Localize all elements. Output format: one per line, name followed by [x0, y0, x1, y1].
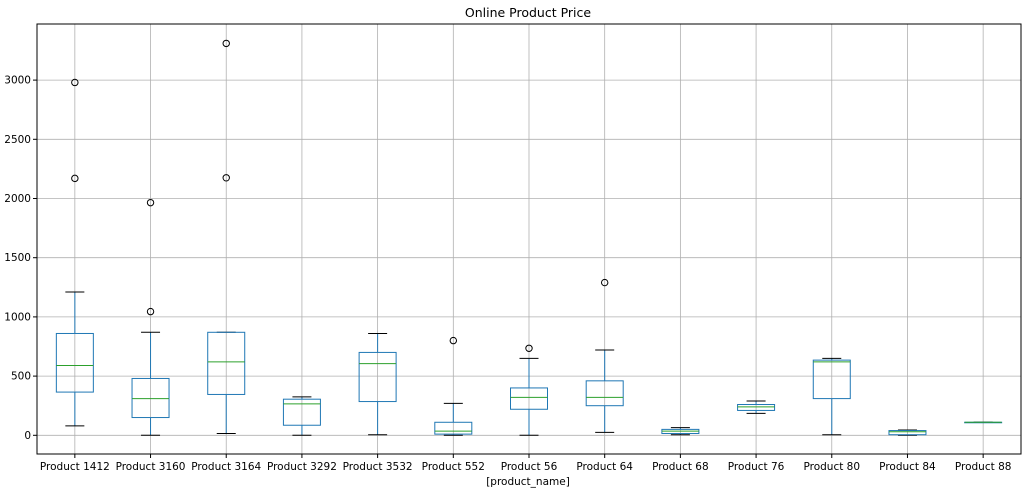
x-tick-label: Product 3292: [267, 461, 337, 473]
y-tick-label: 2000: [4, 193, 31, 205]
box-iqr: [207, 331, 246, 395]
box-group: [510, 344, 548, 436]
x-tick-label: Product 56: [501, 461, 558, 473]
boxes: [55, 39, 1003, 436]
outlier-point: [222, 39, 230, 48]
box-group: [55, 78, 94, 427]
box-group: [434, 336, 473, 436]
x-axis: Product 1412 Product 3160 Product 3164 Prod…: [40, 454, 1012, 473]
box-group: [737, 400, 776, 414]
x-tick-label: Product 76: [728, 461, 785, 473]
box-group: [282, 396, 321, 436]
y-tick-label: 2500: [4, 134, 31, 146]
box-iqr: [812, 359, 851, 400]
outlier-point: [600, 278, 609, 287]
chart-title: Online Product Price: [465, 5, 592, 20]
box-iqr: [434, 421, 473, 435]
box-group: [661, 427, 700, 436]
box-group: [964, 421, 1003, 424]
x-tick-label: Product 84: [879, 461, 936, 473]
y-tick-label: 500: [11, 371, 31, 383]
box-group: [358, 332, 397, 436]
box-iqr: [358, 351, 397, 403]
y-tick-label: 1500: [4, 252, 31, 264]
box-group: [888, 429, 927, 436]
box-iqr: [282, 398, 321, 426]
outlier-point: [222, 174, 230, 182]
x-tick-label: Product 3164: [191, 461, 261, 473]
box-iqr: [737, 404, 776, 411]
box-iqr: [55, 332, 94, 393]
x-tick-label: Product 80: [803, 461, 860, 473]
box-iqr: [888, 430, 927, 436]
outlier-point: [71, 174, 79, 183]
x-tick-label: Product 88: [955, 461, 1012, 473]
grid-lines: [37, 24, 1021, 454]
box-group: [812, 357, 851, 436]
x-tick-label: Product 1412: [40, 461, 110, 473]
outlier-point: [449, 336, 458, 345]
outlier-point: [71, 78, 79, 87]
y-tick-label: 3000: [4, 75, 31, 87]
x-tick-label: Product 3160: [116, 461, 186, 473]
outlier-point: [146, 307, 155, 316]
box-group: [131, 198, 170, 436]
y-tick-label: 0: [24, 430, 31, 442]
box-group: [585, 278, 624, 433]
x-tick-label: Product 3532: [343, 461, 413, 473]
outlier-point: [525, 344, 533, 352]
y-tick-label: 1000: [4, 311, 31, 323]
box-iqr: [510, 387, 548, 410]
x-axis-label: [product_name]: [486, 476, 570, 488]
x-tick-label: Product 68: [652, 461, 709, 473]
box-iqr: [585, 380, 624, 407]
x-tick-label: Product 552: [422, 461, 485, 473]
box-group: [207, 39, 246, 435]
x-tick-label: Product 64: [576, 461, 633, 473]
y-axis: 0 500 1000 1500 2000 2500 3000: [4, 75, 37, 442]
box-iqr: [131, 377, 170, 419]
outlier-point: [146, 198, 155, 207]
